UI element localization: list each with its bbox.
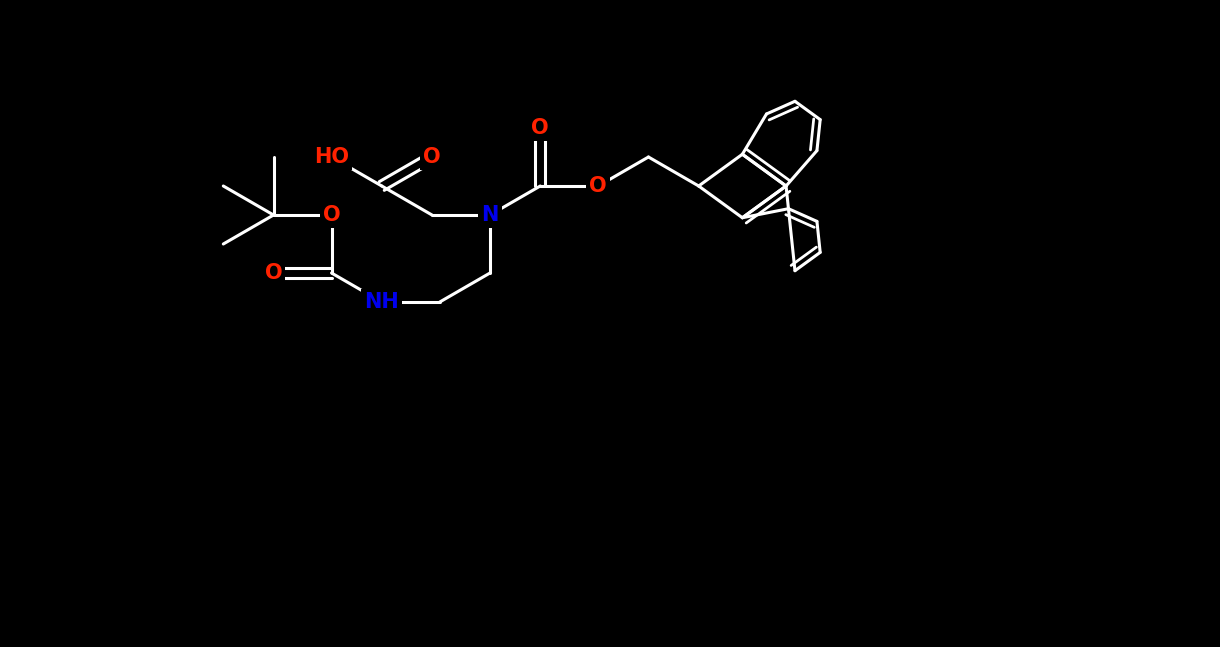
Text: O: O [589,176,608,196]
Text: N: N [482,205,499,225]
Text: O: O [323,205,340,225]
Text: O: O [532,118,549,138]
Text: HO: HO [314,147,349,167]
Text: O: O [423,147,440,167]
Text: O: O [265,263,282,283]
Text: NH: NH [365,292,399,312]
